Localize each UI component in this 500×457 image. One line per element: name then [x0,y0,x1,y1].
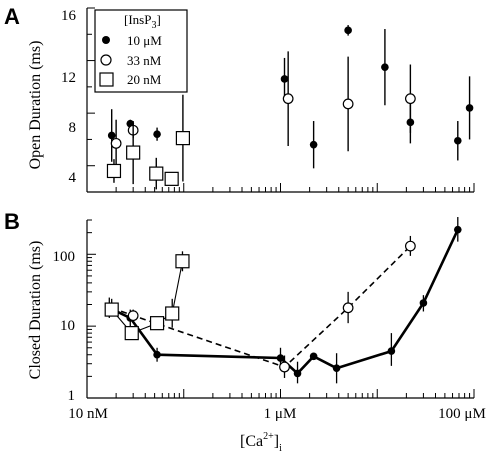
panel-b-xtick-label-1uM: 1 μM [264,406,297,422]
panel-a-point-10m [453,136,462,145]
panel-a-point-10m [465,104,474,112]
panel-a-data [106,25,474,190]
panel-b-point-20nm [104,302,119,317]
panel-a-point-20nm [175,131,191,146]
panel-b-point-20nm [149,316,165,331]
panel-a-point-33nm [342,98,354,110]
panel-a-point-20nm [106,163,122,179]
panel-b-point-10m [276,354,285,362]
panel-a-axes: 4 8 12 16 Open Duration (ms) [27,7,475,193]
panel-letter-a: A [4,4,20,29]
panel-b-point-33nm [404,240,416,252]
panel-b-point-33nm [279,361,290,373]
panel-b-point-10m [387,347,396,355]
panel-b-xtick-label-100uM: 100 μM [438,406,486,422]
panel-b-ytick-label-10: 10 [60,318,75,334]
legend-label-33nM: 33 nM [127,53,162,68]
panel-a-point-10m [153,130,161,138]
panel-b-x-ticks [86,389,475,398]
panel-a-point-10m [107,131,116,140]
panel-b-xtick-label-10nM: 10 nM [68,406,108,422]
panel-a-y-ticks [87,7,95,193]
panel-letter-b: B [4,209,20,234]
panel-b-ytick-label-1: 1 [68,388,76,404]
panel-a-point-33nm [110,137,122,149]
panel-b-point-33nm [342,302,354,314]
panel-b-point-10m [293,369,302,378]
panel-b-axes: 1 10 100 Closed Duration (ms) 10 nM 1 μM… [27,219,486,454]
panel-b-point-10m [419,299,428,307]
panel-a-ytick-label-8: 8 [69,120,77,136]
panel-a-x-ticks [86,183,475,192]
panel-a-ytick-label-12: 12 [61,70,76,86]
panel-b-point-33nm [127,310,139,322]
panel-b-ylabel: Closed Duration (ms) [27,241,44,380]
panel-b-point-20nm [124,326,139,341]
panel-a-point-20nm [126,145,141,160]
panel-b-point-20nm [165,306,180,321]
legend-marker-10uM [102,36,110,44]
panel-a-point-10m [280,75,289,83]
panel-b-point-10m [309,352,318,361]
panel-a-point-33nm [404,93,416,105]
panel-b-data [104,217,462,384]
panel-a-ytick-label-4: 4 [69,170,77,186]
panel-a-point-20nm [164,171,179,186]
panel-a-point-10m [344,26,352,35]
panel-b-y-ticks [87,219,96,399]
legend-marker-20nM [99,72,114,87]
legend-title: [InsP3] [124,12,161,31]
panel-a-point-10m [381,63,389,71]
panel-a-ylabel: Open Duration (ms) [27,41,44,170]
panel-a-ytick-label-16: 16 [61,8,77,24]
panel-b-point-20nm [175,254,190,269]
panel-a-point-20nm [149,166,164,181]
legend-label-20nM: 20 nM [127,72,162,87]
panel-a-point-33nm [282,93,294,105]
legend-marker-33nM [100,54,112,66]
legend: [InsP3] 10 μM 33 nM 20 nM [94,9,188,93]
panel-b-ytick-label-100: 100 [53,249,76,265]
legend-label-10uM: 10 μM [127,33,162,48]
panel-a-point-10m [309,140,318,149]
panel-b-point-10m [453,225,462,234]
panel-b-point-10m [153,350,161,359]
panel-b-xlabel: [Ca2+]i [240,431,282,454]
panel-b-line-10m [108,229,459,376]
panel-b-point-10m [332,364,341,372]
